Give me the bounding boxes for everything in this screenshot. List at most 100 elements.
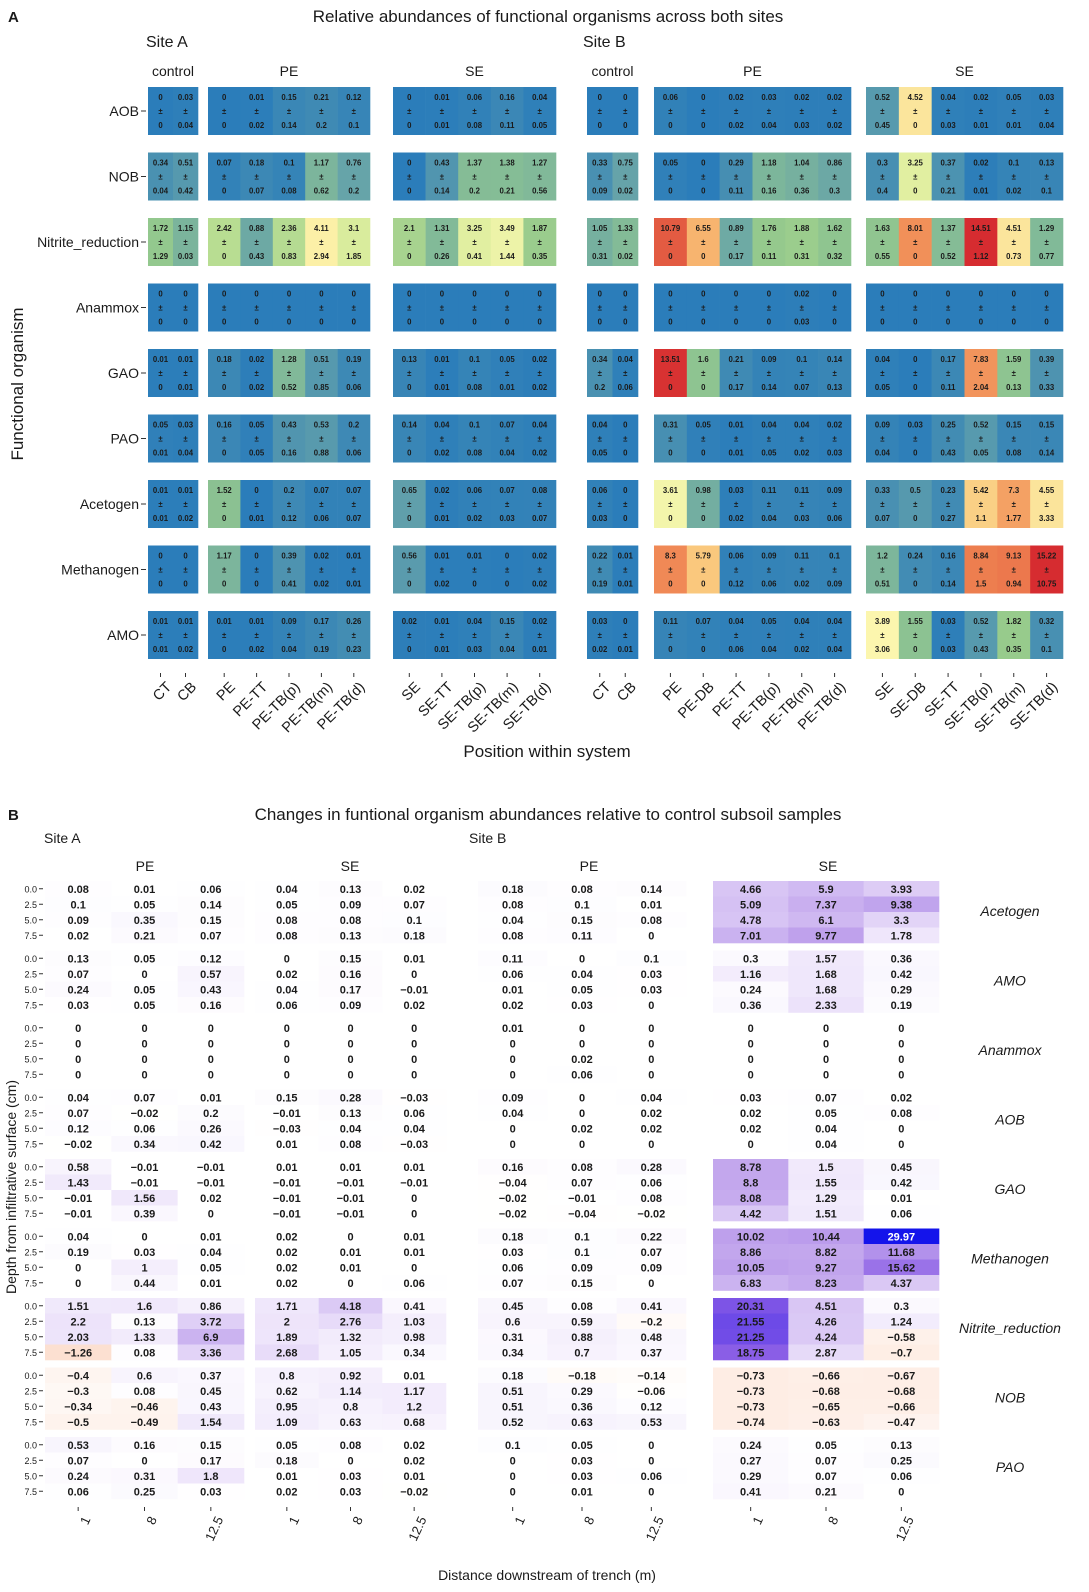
y-tick-label: 0.0	[24, 1023, 37, 1033]
cell-mean: 0.16	[500, 93, 516, 102]
cell-sd: 0	[254, 318, 259, 327]
cell-mean: 0.08	[532, 486, 548, 495]
cell-mean: 0	[472, 290, 477, 299]
heatmap-cell	[788, 1398, 864, 1415]
cell-mean: 0.11	[762, 486, 777, 495]
heatmap-cell	[616, 1244, 687, 1260]
cell-pm: ±	[880, 304, 885, 313]
cell-value: 0.01	[403, 1162, 424, 1174]
y-tick-label: 2.5	[24, 1108, 37, 1118]
cell-sd: 0	[287, 318, 292, 327]
heatmap-cell	[45, 1329, 112, 1345]
cell-sd: 0	[598, 121, 603, 130]
heatmap-cell	[337, 87, 371, 135]
cell-pm: ±	[407, 304, 412, 313]
cell-value: 0	[284, 1023, 290, 1035]
cell-mean: 1.28	[281, 355, 297, 364]
cell-value: 0.08	[502, 930, 523, 942]
x-tick-label: 12.5	[202, 1514, 226, 1543]
heatmap-cell	[490, 611, 524, 659]
cell-pm: ±	[222, 369, 227, 378]
cell-pm: ±	[913, 566, 918, 575]
heatmap-cell	[863, 1367, 940, 1384]
cell-value: 0	[648, 1023, 654, 1035]
cell-sd: 0.07	[532, 514, 547, 523]
cell-mean: 0.21	[728, 355, 744, 364]
cell-sd: 0.11	[729, 187, 744, 196]
heatmap-cell	[111, 1159, 178, 1175]
heatmap-cell	[616, 1483, 687, 1500]
cell-value: 0	[898, 1123, 904, 1135]
cell-mean: 0	[158, 552, 163, 561]
heatmap-cell	[523, 283, 557, 332]
cell-mean: 4.55	[1039, 486, 1055, 495]
heatmap-cell	[111, 1259, 178, 1276]
cell-value: 0	[208, 1023, 214, 1035]
heatmap-cell	[818, 283, 852, 332]
cell-sd: 0	[880, 318, 885, 327]
heatmap-cell	[111, 912, 178, 928]
cell-value: 0.45	[200, 1386, 221, 1398]
heatmap-cell	[177, 1120, 245, 1137]
cell-sd: 0	[668, 121, 673, 130]
cell-value: 1.68	[815, 969, 836, 981]
heatmap-cell	[788, 1051, 864, 1067]
cell-value: 0.03	[200, 1486, 221, 1498]
cell-pm: ±	[800, 173, 805, 182]
heatmap-cell	[964, 480, 998, 528]
heatmap-cell	[616, 881, 687, 897]
cell-value: 0.98	[403, 1332, 424, 1344]
heatmap-cell	[255, 1437, 319, 1453]
cell-mean: 0.01	[434, 93, 450, 102]
cell-pm: ±	[668, 238, 673, 247]
cell-value: 0.08	[891, 1108, 912, 1120]
heatmap-cell	[587, 218, 613, 266]
cell-pm: ±	[254, 500, 259, 509]
cell-value: −0.49	[131, 1417, 159, 1429]
cell-value: 0.01	[571, 1486, 592, 1498]
cell-pm: ±	[538, 566, 543, 575]
cell-sd: 0.55	[875, 252, 891, 261]
panel-b-title: Changes in funtional organism abundances…	[255, 805, 842, 824]
heatmap-cell	[719, 283, 753, 332]
cell-pm: ±	[800, 369, 805, 378]
cell-mean: 1.05	[592, 224, 608, 233]
cell-sd: 0	[623, 121, 628, 130]
heatmap-cell	[393, 218, 426, 266]
cell-value: 0.15	[200, 1440, 221, 1452]
heatmap-cell	[382, 1275, 447, 1291]
cell-value: 0.63	[571, 1417, 592, 1429]
cell-value: 4.51	[815, 1301, 836, 1313]
cell-sd: 0.02	[434, 580, 450, 589]
panel-a-group-label: control	[591, 63, 633, 79]
heatmap-cell	[318, 981, 383, 998]
cell-value: 0.07	[67, 1108, 88, 1120]
cell-mean: 0.33	[592, 159, 608, 168]
cell-sd: 0.04	[178, 121, 194, 130]
heatmap-cell	[788, 1367, 864, 1384]
cell-mean: 0	[222, 290, 227, 299]
heatmap-cell	[337, 218, 371, 266]
heatmap-cell	[713, 912, 789, 928]
y-tick-label: 5.0	[24, 1054, 37, 1064]
heatmap-cell	[272, 283, 306, 332]
cell-value: 0	[823, 1023, 829, 1035]
cell-value: 0.07	[815, 1092, 836, 1104]
cell-pm: ±	[472, 435, 477, 444]
cell-value: 0.01	[340, 1262, 361, 1274]
cell-mean: 0.34	[153, 159, 169, 168]
cell-value: 0.17	[200, 1455, 221, 1467]
cell-value: 8.86	[740, 1247, 761, 1259]
cell-sd: 0	[701, 187, 706, 196]
heatmap-cell	[490, 152, 524, 201]
cell-sd: 0	[668, 383, 673, 392]
cell-value: 0.24	[67, 984, 89, 996]
cell-value: 0.28	[340, 1092, 361, 1104]
cell-pm: ±	[158, 369, 163, 378]
heatmap-cell	[272, 87, 306, 135]
heatmap-cell	[255, 927, 319, 944]
cell-sd: 0	[407, 383, 412, 392]
heatmap-cell	[752, 218, 786, 266]
cell-value: 0	[75, 1069, 81, 1081]
heatmap-cell	[788, 1298, 864, 1314]
